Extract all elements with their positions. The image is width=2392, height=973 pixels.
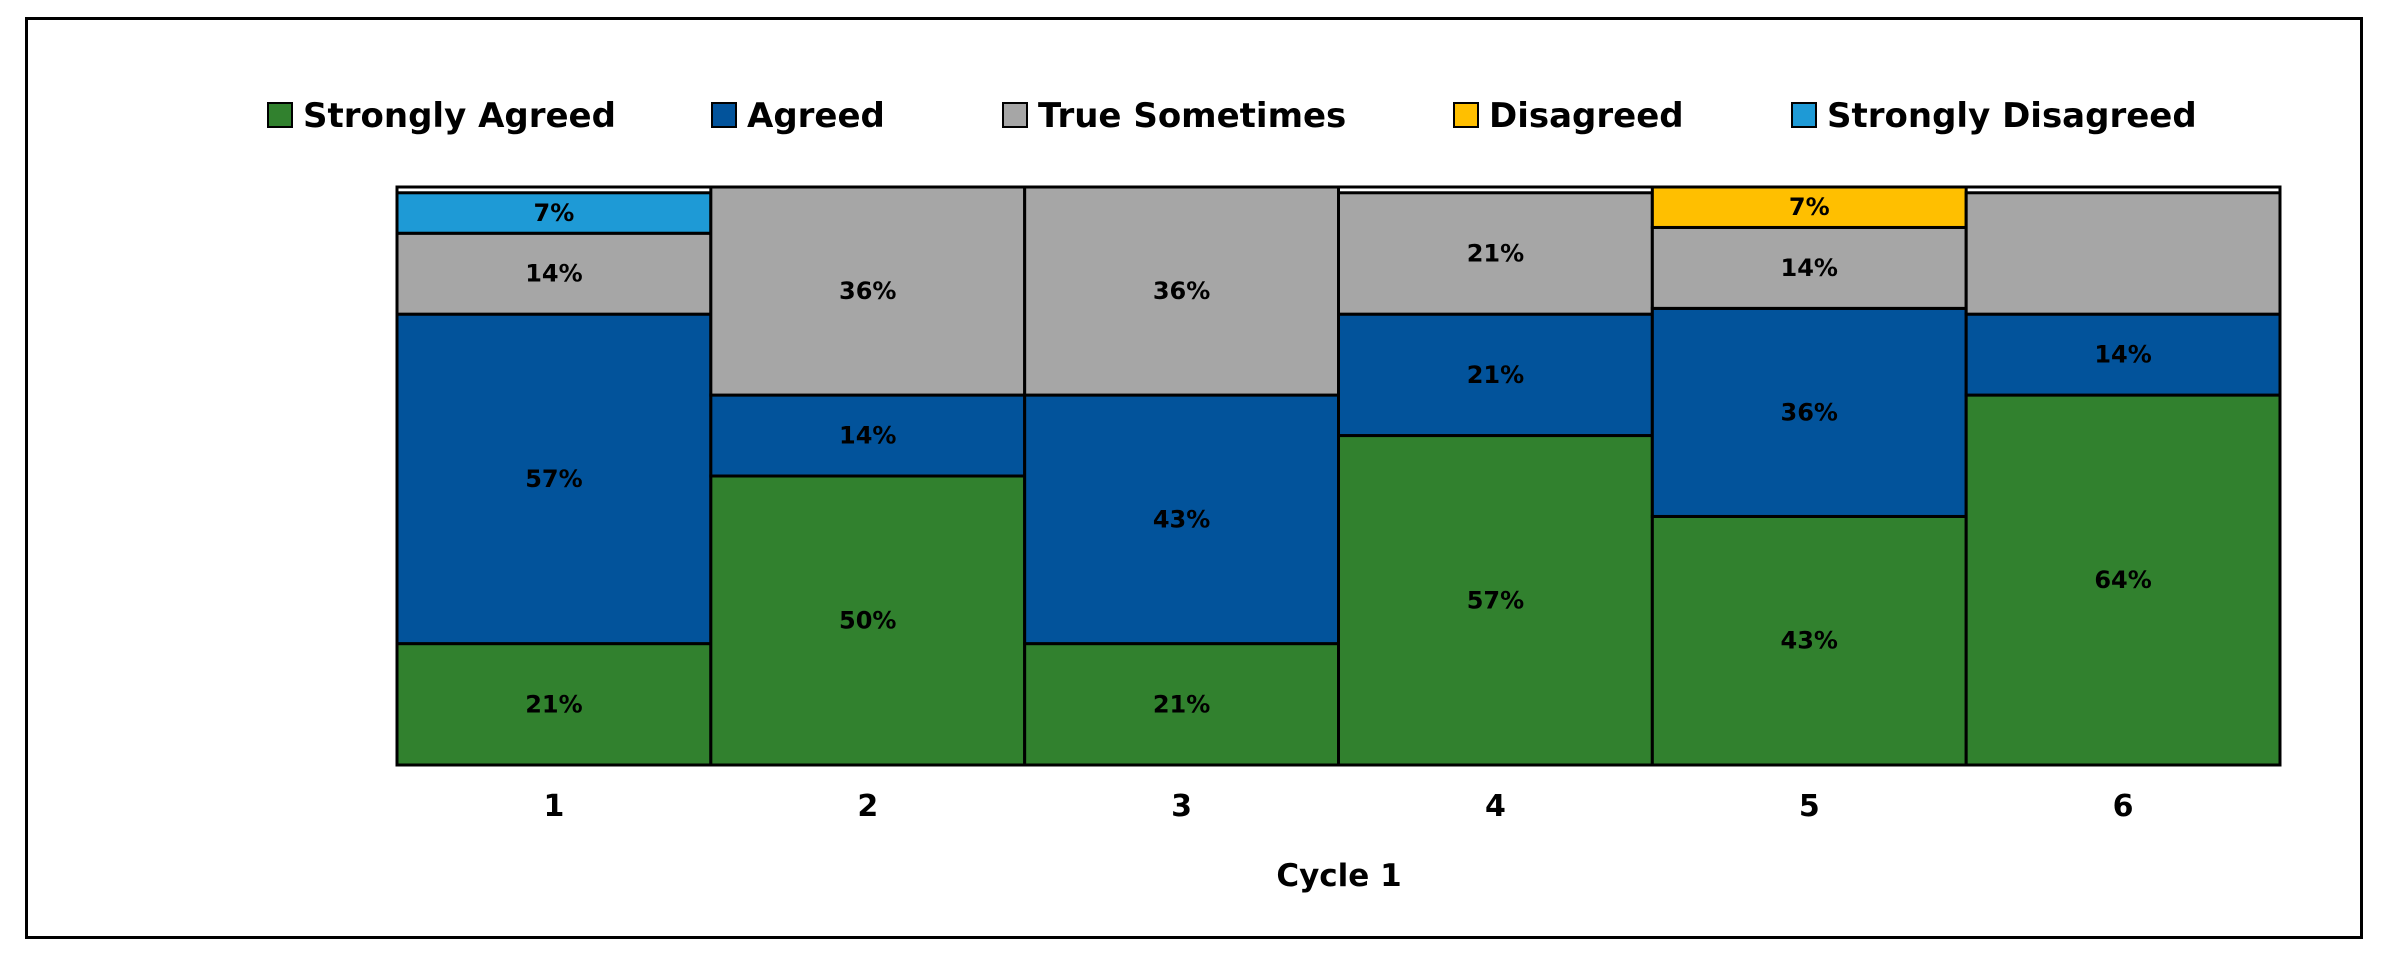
bar-segment-true-sometimes-6 [1964, 191, 2282, 316]
bar-segment-strongly-agreed-2 [709, 474, 1027, 767]
legend: Strongly Agreed Agreed True Sometimes Disag… [267, 96, 2197, 136]
bar-segment-agreed-6 [1964, 312, 2282, 397]
bar-segment-agreed-3 [1023, 393, 1341, 646]
bar-segment-agreed-1 [395, 312, 713, 646]
chart-frame: Strongly Agreed Agreed True Sometimes Disag… [25, 17, 2363, 939]
data-label-agreed-6: 14% [2094, 341, 2151, 369]
data-label-true-sometimes-2: 36% [839, 277, 896, 305]
data-label-strongly-agreed-6: 64% [2094, 566, 2151, 594]
plot-border [395, 185, 2282, 767]
data-label-agreed-4: 21% [1467, 361, 1524, 389]
x-axis-title: Cycle 1 [1276, 858, 1401, 894]
x-axis-tick-labels: 1 2 3 4 5 6 [543, 789, 2133, 824]
data-label-strongly-agreed-4: 57% [1467, 586, 1524, 614]
legend-swatch-agreed [711, 102, 737, 128]
data-label-strongly-agreed-2: 50% [839, 607, 896, 635]
bar-segment-true-sometimes-4 [1337, 191, 1654, 316]
bar-segment-strongly-agreed-1 [395, 642, 713, 767]
x-tick-label-2: 2 [857, 789, 878, 824]
data-label-agreed-1: 57% [525, 465, 582, 493]
data-label-strongly-agreed-1: 21% [525, 690, 582, 718]
data-label-strongly-agreed-3: 21% [1153, 690, 1210, 718]
data-label-true-sometimes-5: 14% [1781, 254, 1838, 282]
legend-label-strongly-agreed: Strongly Agreed [303, 96, 616, 136]
data-label-strongly-disagreed-1: 7% [534, 199, 575, 227]
legend-label-true-sometimes: True Sometimes [1038, 96, 1346, 136]
bar-segment-strongly-agreed-6 [1964, 393, 2282, 767]
data-label-agreed-5: 36% [1781, 398, 1838, 426]
bar-segment-true-sometimes-5 [1650, 225, 1968, 310]
x-tick-label-1: 1 [543, 789, 564, 824]
legend-label-agreed: Agreed [747, 96, 885, 136]
bar-segment-true-sometimes-3 [1023, 185, 1341, 397]
x-tick-label-3: 3 [1171, 789, 1192, 824]
bar-segment-agreed-4 [1337, 312, 1654, 438]
data-label-true-sometimes-3: 36% [1153, 277, 1210, 305]
data-label-agreed-3: 43% [1153, 505, 1210, 533]
x-tick-label-5: 5 [1799, 789, 1820, 824]
data-label-strongly-agreed-5: 43% [1781, 627, 1838, 655]
bar-segment-strongly-agreed-3 [1023, 642, 1341, 767]
bar-segment-true-sometimes-2 [709, 185, 1027, 397]
legend-swatch-strongly-disagreed [1791, 102, 1817, 128]
legend-label-disagreed: Disagreed [1489, 96, 1684, 136]
data-label-agreed-2: 14% [839, 422, 896, 450]
bar-segment-agreed-2 [709, 393, 1027, 478]
bar-segment-disagreed-5 [1650, 185, 1968, 229]
legend-swatch-disagreed [1453, 102, 1479, 128]
x-tick-label-4: 4 [1485, 789, 1506, 824]
legend-swatch-true-sometimes [1002, 102, 1028, 128]
data-label-true-sometimes-1: 14% [525, 260, 582, 288]
x-tick-label-6: 6 [2113, 789, 2134, 824]
segment-labels: 21% 57% 14% 7% 50% 14% 36% 21% 43% 36% 57% 21% 21% 43… [525, 193, 2152, 718]
stacked-bar-chart: Strongly Agreed Agreed True Sometimes Disag… [267, 96, 2282, 894]
legend-label-strongly-disagreed: Strongly Disagreed [1827, 96, 2197, 136]
legend-swatch-strongly-agreed [267, 102, 293, 128]
data-label-true-sometimes-4: 21% [1467, 239, 1524, 267]
plot-area [395, 185, 2282, 767]
data-label-disagreed-5: 7% [1789, 193, 1830, 221]
